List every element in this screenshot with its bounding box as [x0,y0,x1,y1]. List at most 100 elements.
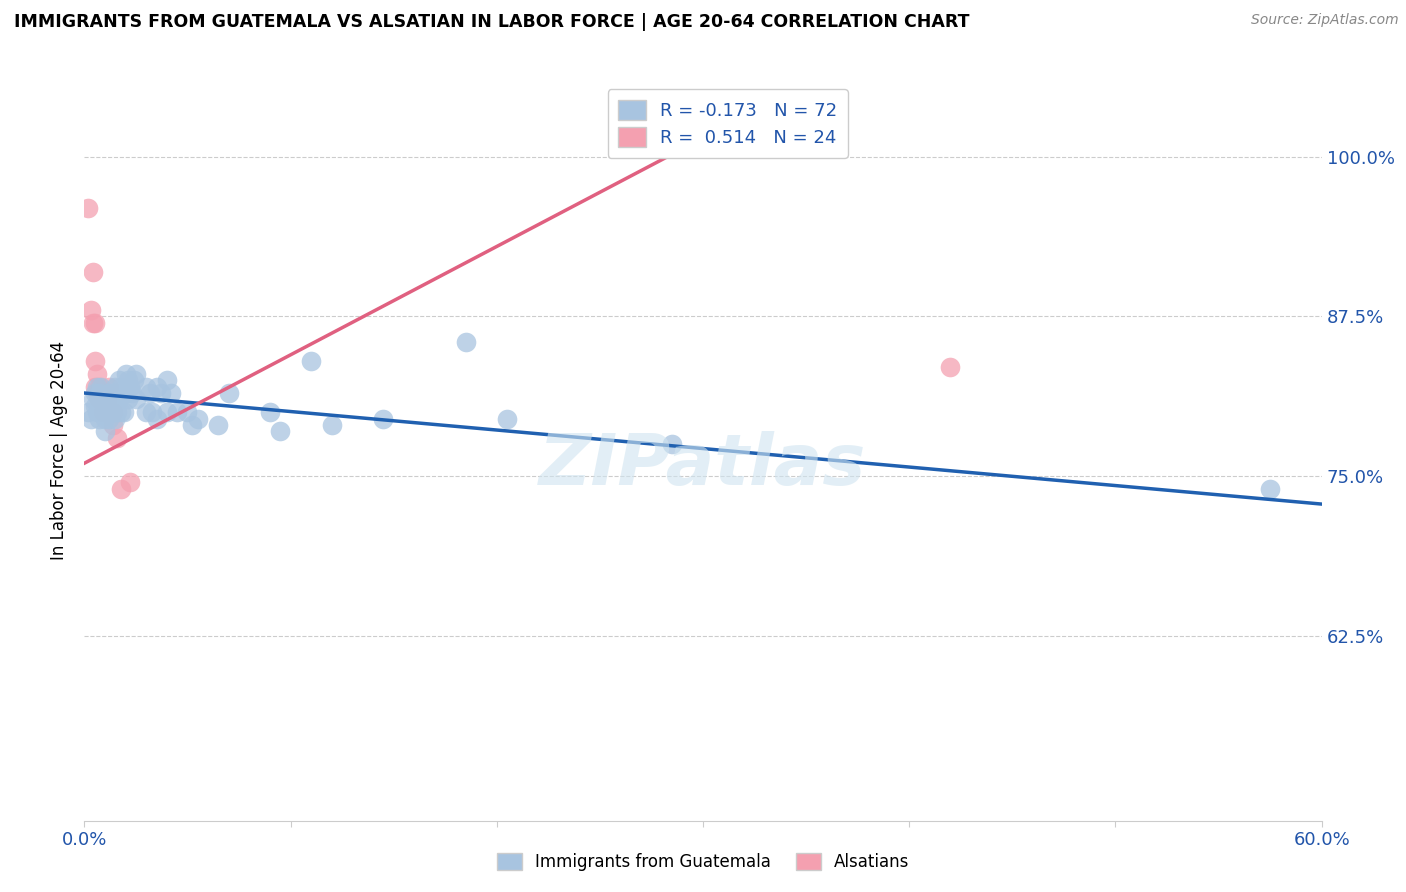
Point [104,411,127,425]
Point [91,405,114,419]
Point [87,392,110,407]
Point [299,354,322,368]
Point [110,482,132,496]
Point [103,417,125,432]
Point [94,392,117,407]
Point [121,386,143,401]
Point [79,303,101,318]
Legend: Immigrants from Guatemala, Alsatians: Immigrants from Guatemala, Alsatians [488,845,918,880]
Point [94,405,117,419]
Point [90,379,112,393]
Point [156,373,179,387]
Point [117,392,139,407]
Point [145,411,167,425]
Point [496,411,519,425]
Point [86,379,108,393]
Point [125,392,148,407]
Point [94,425,117,439]
Point [661,437,683,451]
Point [112,386,135,401]
Point [103,386,125,401]
Point [98,411,121,425]
Point [86,405,108,419]
Point [98,379,121,393]
Point [90,405,112,419]
Point [87,386,110,401]
Point [112,405,135,419]
Point [103,405,125,419]
Point [160,386,183,401]
Point [83,354,105,368]
Point [87,411,110,425]
Point [77,201,100,215]
Point [118,379,141,393]
Point [96,405,118,419]
Point [166,405,188,419]
Point [156,405,179,419]
Point [83,386,105,401]
Point [98,386,121,401]
Point [83,379,105,393]
Point [82,392,104,407]
Point [94,411,117,425]
Point [103,405,125,419]
Legend: R = -0.173   N = 72, R =  0.514   N = 24: R = -0.173 N = 72, R = 0.514 N = 24 [607,89,848,158]
Point [321,417,343,432]
Point [145,379,167,393]
Point [939,360,962,375]
Point [82,316,104,330]
Y-axis label: In Labor Force | Age 20-64: In Labor Force | Age 20-64 [51,341,69,560]
Point [269,425,291,439]
Point [122,373,145,387]
Text: IMMIGRANTS FROM GUATEMALA VS ALSATIAN IN LABOR FORCE | AGE 20-64 CORRELATION CHA: IMMIGRANTS FROM GUATEMALA VS ALSATIAN IN… [14,13,970,31]
Point [91,405,114,419]
Point [100,405,122,419]
Point [180,417,202,432]
Point [207,417,229,432]
Point [118,475,141,490]
Point [1258,482,1281,496]
Point [79,411,101,425]
Point [86,367,108,381]
Point [90,392,112,407]
Point [139,386,162,401]
Point [87,392,110,407]
Point [187,411,209,425]
Point [259,405,281,419]
Point [104,392,127,407]
Point [149,386,172,401]
Point [96,392,118,407]
Point [94,405,117,419]
Text: ZIPatlas: ZIPatlas [540,431,866,500]
Point [218,386,240,401]
Point [77,405,100,419]
Point [110,405,132,419]
Point [105,405,128,419]
Point [96,392,118,407]
Point [125,367,148,381]
Point [141,405,163,419]
Point [135,379,157,393]
Point [83,399,105,413]
Point [105,386,128,401]
Point [108,392,131,407]
Point [114,367,136,381]
Point [454,334,477,349]
Point [100,392,122,407]
Point [83,316,105,330]
Point [94,392,117,407]
Text: Source: ZipAtlas.com: Source: ZipAtlas.com [1251,13,1399,28]
Point [86,386,108,401]
Point [91,392,114,407]
Point [108,373,131,387]
Point [91,392,114,407]
Point [104,379,127,393]
Point [87,379,110,393]
Point [135,405,157,419]
Point [176,405,198,419]
Point [373,411,395,425]
Point [117,373,139,387]
Point [90,386,112,401]
Point [110,379,132,393]
Point [105,431,128,445]
